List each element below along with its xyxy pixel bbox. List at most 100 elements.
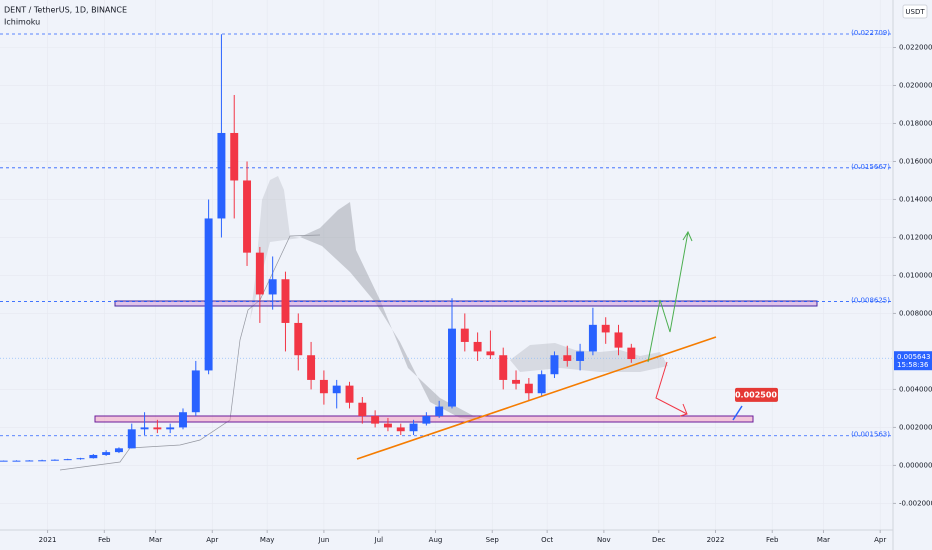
- indicator-name: Ichimoku: [4, 18, 40, 27]
- currency[interactable]: USDT: [905, 8, 925, 16]
- candle-body: [307, 355, 316, 380]
- bull-arrow-head: [682, 230, 693, 242]
- candle-body: [243, 180, 252, 253]
- x-tick-label: Dec: [652, 536, 666, 544]
- candle-body: [127, 429, 136, 449]
- candle-body: [576, 351, 585, 361]
- y-tick-label: 0.002000: [899, 423, 932, 431]
- candle-body: [140, 427, 149, 430]
- last-price-label: 0.005643: [897, 353, 930, 361]
- level-label: (0.008625): [851, 297, 890, 305]
- y-tick-label: 0.008000: [899, 309, 932, 317]
- candle-body: [38, 460, 47, 462]
- trendline: [356, 336, 717, 460]
- x-tick-label: Nov: [597, 536, 611, 544]
- candles: [0, 34, 636, 462]
- x-tick-label: 2021: [39, 536, 57, 544]
- candle-body: [319, 379, 328, 394]
- candle-body: [383, 423, 392, 428]
- candle-body: [396, 427, 405, 432]
- candle-body: [460, 328, 469, 342]
- last-price-box: [894, 351, 932, 371]
- x-tick-label: Feb: [98, 536, 111, 544]
- y-tick-label: 0.004000: [899, 385, 932, 393]
- candle-body: [166, 427, 175, 430]
- ichimoku-cloud: [510, 343, 668, 372]
- y-tick-label: 0.010000: [899, 271, 932, 279]
- candle-body: [50, 459, 59, 461]
- candle-body: [153, 427, 162, 430]
- x-tick-label: Jun: [317, 536, 329, 544]
- x-tick-label: Mar: [149, 536, 162, 544]
- y-tick-label: 0.012000: [899, 233, 932, 241]
- candle-body: [179, 412, 187, 428]
- countdown: 15:58:36: [897, 361, 929, 369]
- candle-body: [281, 279, 290, 323]
- y-tick-label: 0.018000: [899, 119, 932, 127]
- bear-arrow-head: [679, 403, 688, 417]
- level-label: (0.015667): [851, 163, 890, 171]
- candle-body: [435, 406, 444, 417]
- candle-body: [25, 460, 34, 462]
- target-connector: [732, 405, 743, 421]
- candle-body: [537, 374, 546, 394]
- x-tick-label: Mar: [817, 536, 830, 544]
- candle-body: [550, 355, 559, 375]
- candle-body: [89, 454, 98, 459]
- candle-body: [448, 328, 456, 407]
- candle-body: [63, 459, 72, 461]
- candle-body: [588, 324, 597, 352]
- candle-body: [255, 252, 264, 295]
- x-tick-label: Oct: [541, 536, 553, 544]
- candle-body: [204, 218, 213, 371]
- candle-body: [601, 324, 610, 333]
- bear-arrow: [655, 361, 688, 415]
- levels: (0.022709) (0.015667) (0.008625) (0.001563): [0, 29, 893, 439]
- candle-body: [217, 132, 226, 219]
- x-tick-label: 2022: [707, 536, 725, 544]
- y-tick-label: 0.022000: [899, 43, 932, 51]
- x-tick-label: Sep: [486, 536, 500, 544]
- x-tick-label: Jul: [374, 536, 384, 544]
- x-tick-label: May: [260, 536, 274, 544]
- chart-title: DENT / TetherUS, 1D, BINANCE: [4, 6, 127, 15]
- y-tick-label: -0.002000: [899, 499, 932, 507]
- candle-body: [294, 322, 303, 356]
- candle-body: [268, 279, 277, 295]
- resistance-zone: [114, 300, 818, 307]
- level-label: (0.001563): [851, 431, 890, 439]
- candle-body: [409, 423, 418, 432]
- candle-body: [486, 351, 495, 356]
- ichimoku-line: [59, 234, 321, 471]
- candle-body: [371, 416, 380, 424]
- candle-body: [12, 460, 21, 462]
- candle-body: [191, 370, 200, 413]
- candle-body: [473, 341, 482, 352]
- candle-body: [358, 402, 367, 417]
- candle-body: [102, 452, 111, 455]
- candle-body: [0, 460, 8, 462]
- level-label: (0.022709): [851, 29, 890, 37]
- x-tick-label: Apr: [874, 536, 886, 544]
- candle-body: [512, 379, 521, 384]
- x-tick-label: Apr: [206, 536, 218, 544]
- bull-arrow: [647, 231, 689, 363]
- currency-box[interactable]: [902, 4, 928, 19]
- candle-body: [499, 355, 508, 380]
- y-tick-label: 0.020000: [899, 81, 932, 89]
- candle-body: [345, 385, 354, 403]
- target-label: 0.002500: [735, 390, 777, 399]
- ichimoku-cloud: [300, 202, 482, 420]
- y-tick-label: 0.000000: [899, 461, 932, 469]
- y-tick-label: 0.014000: [899, 195, 932, 203]
- candle-body: [614, 332, 623, 348]
- y-tick-label: 0.016000: [899, 157, 932, 165]
- x-tick-label: Feb: [766, 536, 779, 544]
- candle-body: [524, 383, 533, 394]
- candle-body: [563, 355, 572, 361]
- ichimoku-cloud: [250, 176, 300, 320]
- candle-body: [332, 385, 341, 394]
